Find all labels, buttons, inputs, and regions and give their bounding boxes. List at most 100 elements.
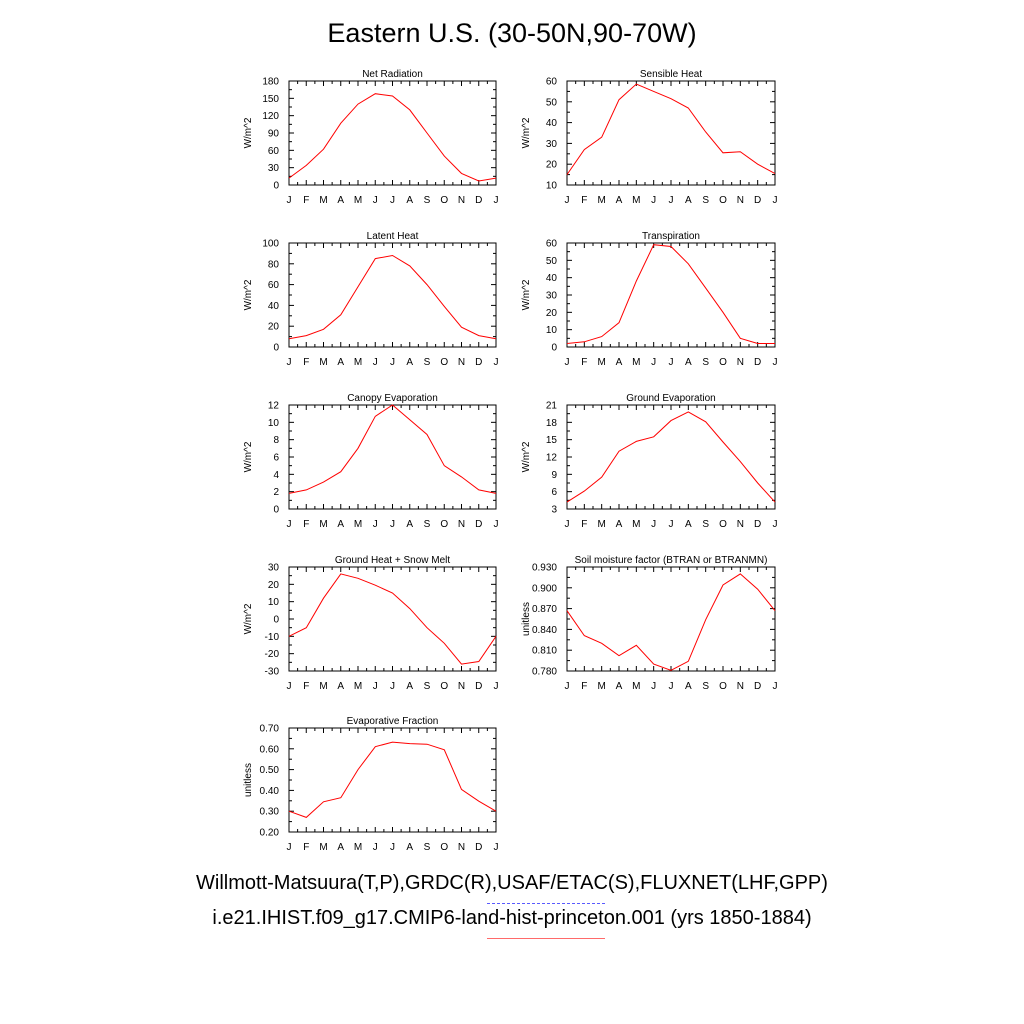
x-tick-label: A: [616, 519, 623, 530]
x-tick-label: A: [685, 681, 692, 692]
x-tick-label: S: [424, 681, 431, 692]
x-tick-label: J: [669, 681, 674, 692]
x-tick-label: M: [319, 357, 327, 368]
x-tick-label: J: [565, 357, 570, 368]
x-tick-label: A: [406, 842, 413, 853]
x-tick-label: J: [669, 519, 674, 530]
x-tick-label: J: [494, 519, 499, 530]
x-tick-label: J: [390, 519, 395, 530]
chart-title: Sensible Heat: [640, 69, 702, 80]
series-line: [566, 244, 775, 344]
x-tick-label: O: [719, 195, 727, 206]
x-tick-label: N: [737, 357, 744, 368]
chart-soil-moisture-factor-btran-or-btranmn: Soil moisture factor (BTRAN or BTRANMN) J…: [521, 555, 778, 692]
x-tick-label: J: [390, 195, 395, 206]
y-tick-label: 60: [546, 239, 558, 250]
y-tick-label: 90: [268, 129, 280, 140]
x-tick-label: D: [754, 681, 761, 692]
x-tick-label: J: [773, 519, 778, 530]
y-tick-label: 0.20: [260, 828, 280, 839]
x-tick-label: S: [702, 681, 709, 692]
x-tick-label: A: [337, 681, 344, 692]
x-tick-label: A: [616, 357, 623, 368]
y-tick-label: 0.70: [260, 724, 280, 735]
x-tick-label: J: [287, 357, 292, 368]
y-axis-label: W/m^2: [243, 603, 254, 634]
y-tick-label: 0: [273, 505, 279, 516]
x-tick-label: J: [373, 519, 378, 530]
x-tick-label: J: [373, 195, 378, 206]
x-tick-label: N: [458, 681, 465, 692]
x-tick-label: F: [581, 519, 587, 530]
y-axis-label: unitless: [243, 763, 254, 797]
x-tick-label: O: [440, 195, 448, 206]
x-tick-label: S: [702, 357, 709, 368]
y-tick-label: 6: [273, 453, 279, 464]
x-tick-label: A: [337, 357, 344, 368]
x-tick-label: O: [719, 519, 727, 530]
y-tick-label: 10: [268, 597, 280, 608]
y-tick-label: 40: [546, 118, 558, 129]
x-tick-label: J: [565, 195, 570, 206]
x-tick-label: N: [737, 681, 744, 692]
x-tick-label: F: [581, 357, 587, 368]
x-tick-label: J: [287, 195, 292, 206]
y-tick-label: 12: [268, 401, 280, 412]
x-tick-label: A: [685, 357, 692, 368]
x-tick-label: S: [424, 195, 431, 206]
x-tick-label: O: [719, 357, 727, 368]
y-tick-label: 0.840: [532, 625, 557, 636]
x-tick-label: J: [373, 357, 378, 368]
x-tick-label: M: [319, 195, 327, 206]
chart-title: Evaporative Fraction: [347, 716, 439, 727]
chart-title: Soil moisture factor (BTRAN or BTRANMN): [575, 555, 768, 566]
y-axis-label: W/m^2: [521, 117, 532, 148]
y-tick-label: 30: [546, 139, 558, 150]
series-line: [288, 254, 497, 340]
y-tick-label: 30: [268, 563, 280, 574]
chart-title: Net Radiation: [362, 69, 423, 80]
x-tick-label: D: [475, 842, 482, 853]
x-tick-label: J: [390, 357, 395, 368]
chart-title: Transpiration: [642, 231, 700, 242]
x-tick-label: D: [475, 357, 482, 368]
y-tick-label: 60: [546, 77, 558, 88]
y-tick-label: 60: [268, 146, 280, 157]
y-tick-label: 100: [262, 239, 279, 250]
x-tick-label: A: [337, 195, 344, 206]
y-tick-label: 8: [273, 435, 279, 446]
model-label: i.e21.IHIST.f09_g17.CMIP6-land-hist-prin…: [212, 907, 812, 929]
x-tick-label: J: [651, 681, 656, 692]
x-tick-label: M: [632, 681, 640, 692]
y-tick-label: -10: [265, 632, 280, 643]
x-tick-label: J: [651, 357, 656, 368]
x-tick-label: J: [494, 842, 499, 853]
y-tick-label: 20: [546, 308, 558, 319]
x-tick-label: M: [354, 842, 362, 853]
x-tick-label: N: [737, 195, 744, 206]
x-tick-label: A: [337, 519, 344, 530]
x-tick-label: M: [354, 357, 362, 368]
x-tick-label: J: [390, 842, 395, 853]
y-tick-label: 40: [546, 273, 558, 284]
y-tick-label: 21: [546, 401, 558, 412]
y-axis-label: W/m^2: [521, 441, 532, 472]
chart-title: Canopy Evaporation: [347, 393, 438, 404]
y-tick-label: 12: [546, 453, 558, 464]
x-tick-label: J: [287, 842, 292, 853]
x-tick-label: D: [754, 195, 761, 206]
x-tick-label: J: [651, 519, 656, 530]
y-tick-label: 0.900: [532, 583, 557, 594]
x-tick-label: M: [632, 357, 640, 368]
series-line: [288, 404, 497, 494]
y-tick-label: 0.60: [260, 744, 280, 755]
y-tick-label: 0.930: [532, 563, 557, 574]
x-tick-label: O: [440, 842, 448, 853]
x-tick-label: J: [494, 195, 499, 206]
x-tick-label: N: [458, 519, 465, 530]
y-tick-label: 20: [268, 580, 280, 591]
y-tick-label: 15: [546, 435, 558, 446]
